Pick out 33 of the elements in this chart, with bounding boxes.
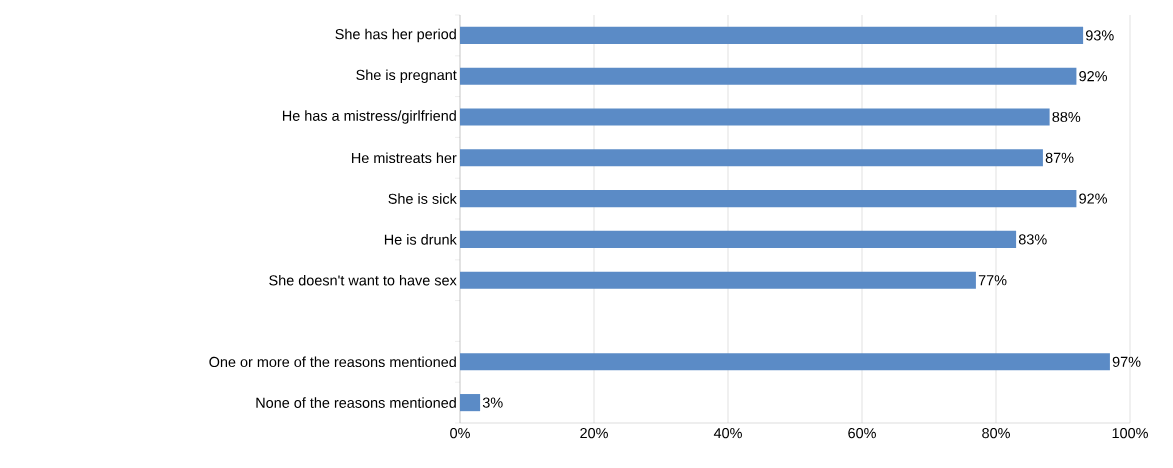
bar (460, 190, 1077, 208)
data-label: 93% (1085, 30, 1114, 41)
x-tick-label: 60% (848, 428, 876, 439)
bar (460, 394, 481, 412)
bar (460, 271, 976, 289)
bar (460, 230, 1017, 248)
y-tick-label: He is drunk (384, 234, 457, 245)
data-label: 97% (1112, 356, 1141, 367)
data-label: 83% (1018, 234, 1047, 245)
y-tick-label: One or more of the reasons mentioned (209, 356, 456, 368)
data-label: 77% (978, 275, 1007, 286)
y-tick-label: She doesn't want to have sex (269, 274, 457, 286)
y-tick-label: She has her period (335, 28, 456, 43)
x-tick-label: 20% (580, 428, 608, 439)
x-tick-label: 0% (450, 428, 470, 439)
y-tick-label: She is sick (388, 193, 457, 204)
y-tick-label: He has a mistress/girlfriend (282, 110, 456, 124)
bar (460, 149, 1043, 167)
data-label: 88% (1052, 111, 1081, 123)
bar (460, 26, 1084, 44)
data-label: 3% (482, 397, 503, 408)
y-tick-label: She is pregnant (356, 69, 457, 83)
data-label: 87% (1045, 152, 1074, 163)
data-label: 92% (1079, 71, 1108, 82)
y-tick-label: None of the reasons mentioned (256, 397, 456, 408)
y-tick-label: He mistreats her (352, 152, 457, 164)
x-tick-label: 100% (1112, 428, 1148, 439)
bar (460, 108, 1050, 126)
bar (460, 353, 1110, 371)
data-label: 92% (1079, 193, 1108, 204)
x-tick-label: 80% (982, 428, 1010, 439)
bar (460, 67, 1077, 85)
x-tick-label: 40% (713, 428, 742, 439)
